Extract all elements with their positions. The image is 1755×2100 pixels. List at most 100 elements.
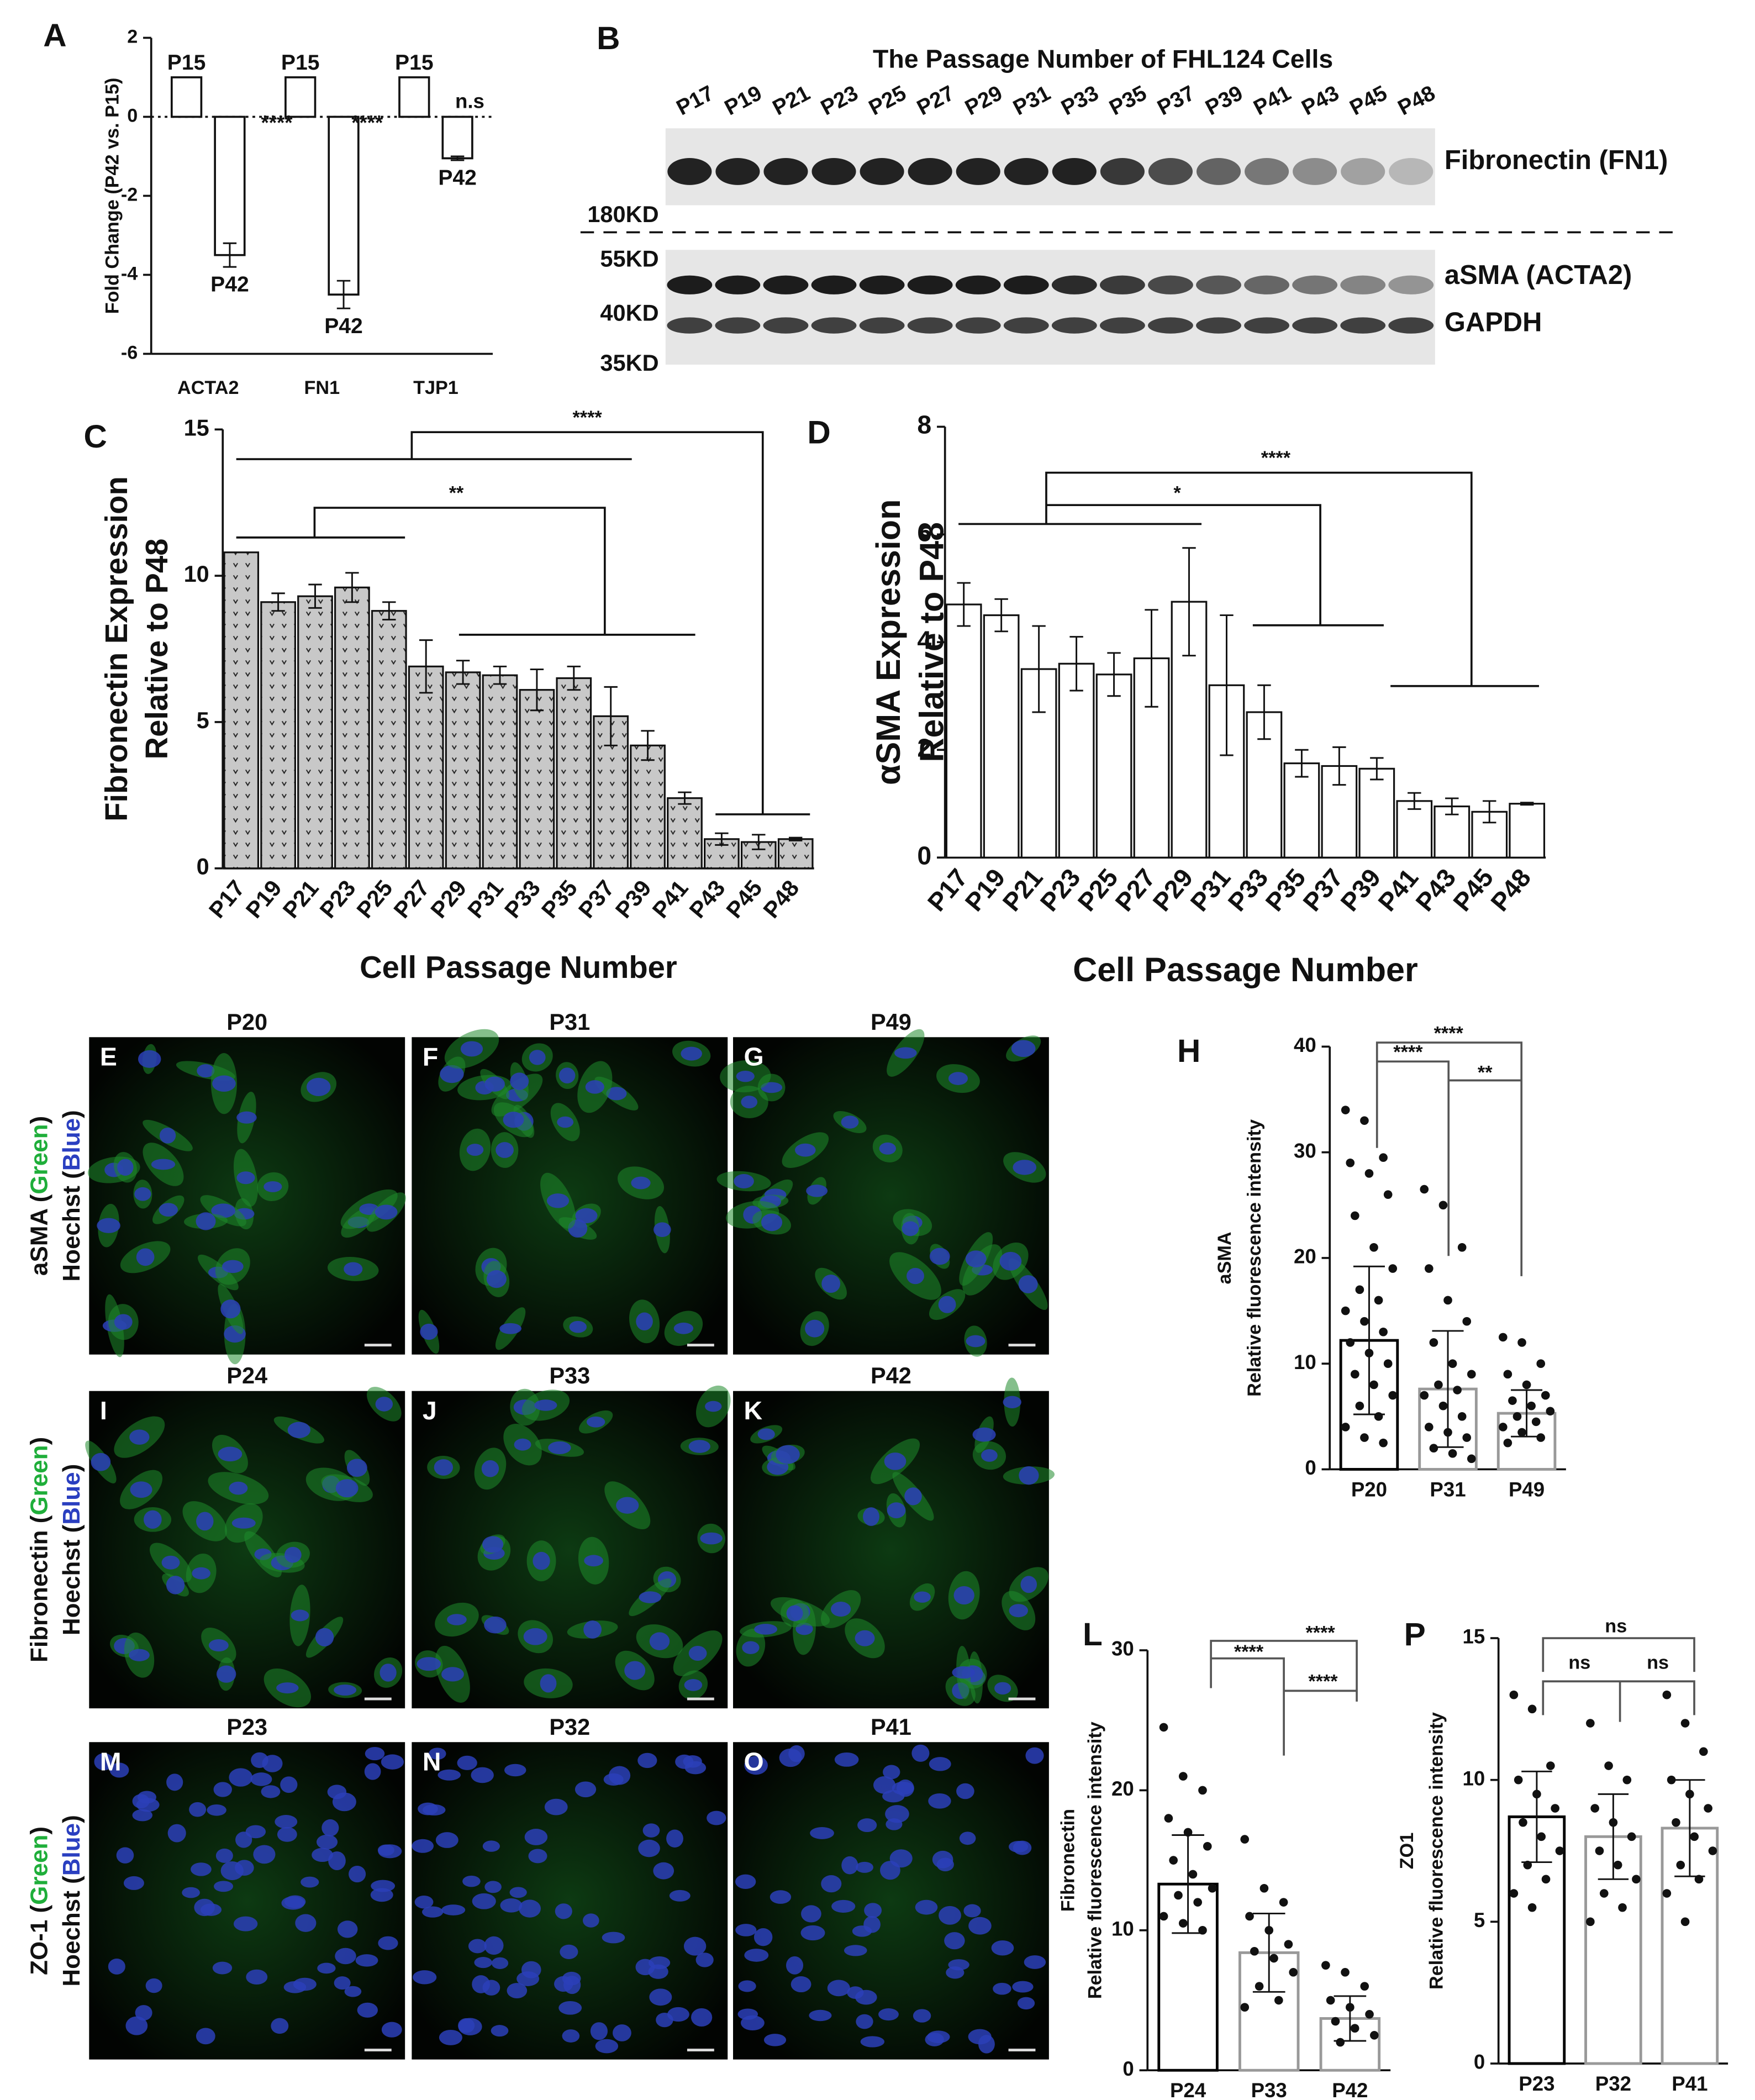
nucleus: [953, 1586, 974, 1605]
nucleus: [213, 1782, 232, 1797]
x-tick-label: P33: [499, 875, 546, 923]
data-point: [1517, 1428, 1526, 1437]
lane-label: P37: [1153, 81, 1199, 120]
blot-band: [1341, 157, 1385, 185]
nucleus: [123, 1876, 144, 1890]
data-point: [1159, 1912, 1168, 1921]
nucleus: [1018, 1275, 1038, 1293]
bar: [260, 601, 296, 870]
blot-band: [859, 275, 905, 294]
nucleus: [484, 1881, 502, 1893]
nucleus: [167, 1824, 186, 1843]
nucleus: [472, 1975, 490, 1993]
nucleus: [606, 1087, 627, 1101]
nucleus: [913, 2009, 931, 2023]
data-point: [1509, 1690, 1519, 1699]
y-tick-label: 2: [917, 734, 931, 762]
data-point: [1467, 1370, 1476, 1379]
y-axis-label: Relative fluorescence intensity: [1426, 1712, 1447, 1990]
nucleus: [575, 1208, 598, 1224]
lane-label: P39: [1201, 81, 1247, 120]
data-point: [1503, 1370, 1512, 1379]
nucleus: [519, 1899, 541, 1918]
nucleus: [616, 1497, 639, 1514]
nucleus: [1025, 1747, 1044, 1764]
bar: [1246, 711, 1283, 859]
nucleus: [474, 1957, 492, 1969]
blot-band: [1051, 317, 1097, 334]
row-label-part: ): [25, 1437, 52, 1445]
row-label-part: Blue: [58, 1118, 85, 1171]
y-tick-label: 0: [1474, 2051, 1485, 2073]
x-tick-label: P29: [425, 875, 472, 923]
blot-band: [1292, 275, 1338, 294]
nucleus: [753, 1928, 773, 1946]
blot-band: [1196, 157, 1241, 185]
bar-label: P15: [395, 51, 434, 75]
data-point: [1595, 1846, 1604, 1855]
nucleus: [841, 1115, 859, 1129]
nucleus: [284, 1895, 306, 1908]
row-label-part: aSMA (: [25, 1194, 52, 1276]
nucleus: [863, 1916, 881, 1933]
nucleus: [608, 1766, 631, 1785]
x-tick-label: P23: [314, 875, 361, 923]
lane-label: P35: [1105, 81, 1151, 120]
nucleus: [276, 1682, 299, 1694]
nucleus: [558, 2001, 582, 2015]
data-point: [1512, 1412, 1522, 1421]
nucleus: [422, 1906, 444, 1918]
bar: [408, 665, 444, 870]
data-point: [1174, 1891, 1183, 1900]
data-point: [1379, 1328, 1388, 1336]
nucleus: [691, 2008, 713, 2027]
nucleus: [884, 1452, 907, 1470]
nucleus: [1011, 1040, 1036, 1057]
nucleus: [639, 1591, 662, 1603]
marker-label: 180KD: [587, 201, 658, 227]
panel-letter: D: [807, 415, 830, 451]
row-label-part: ): [25, 1116, 52, 1124]
nucleus: [994, 1682, 1011, 1695]
bar: [334, 586, 370, 870]
panel-letter: B: [597, 20, 620, 56]
nucleus: [584, 1555, 603, 1567]
data-point: [1622, 1775, 1632, 1785]
y-tick-label: 10: [1294, 1351, 1316, 1373]
significance-bracket: [1375, 1041, 1523, 1276]
y-axis-label: Relative to P48: [913, 522, 950, 762]
data-point: [1360, 1317, 1369, 1326]
x-tick-label: P37: [573, 875, 619, 923]
nucleus: [429, 1748, 446, 1760]
nucleus: [166, 1773, 183, 1791]
data-point: [1438, 1201, 1448, 1210]
nucleus: [613, 2024, 631, 2041]
band-label: Fibronectin (FN1): [1445, 145, 1668, 175]
data-point: [1457, 1243, 1467, 1252]
y-tick-label: 20: [1111, 1777, 1134, 1800]
data-point: [1498, 1333, 1508, 1342]
nucleus: [744, 1949, 769, 1962]
y-tick-label: 20: [1294, 1245, 1316, 1268]
row-label-part: ): [58, 1464, 85, 1472]
data-point: [1462, 1433, 1472, 1442]
nucleus: [375, 1397, 393, 1412]
data-point: [1289, 1968, 1298, 1977]
nucleus: [220, 1299, 241, 1319]
blot-band: [715, 275, 761, 294]
nucleus: [586, 1416, 605, 1428]
y-tick-label: 10: [1462, 1767, 1485, 1790]
nucleus: [638, 1839, 660, 1857]
nucleus: [540, 1674, 557, 1693]
lane-label: P23: [817, 81, 862, 120]
nucleus: [575, 1781, 597, 1798]
x-tick-label: P35: [536, 875, 583, 923]
nucleus: [482, 1536, 504, 1553]
data-point: [1420, 1185, 1429, 1194]
nucleus: [885, 1805, 909, 1823]
data-point: [1672, 1818, 1680, 1827]
significance-label: ****: [1393, 1042, 1423, 1063]
blot-band: [1099, 317, 1145, 334]
nucleus: [738, 1980, 756, 1992]
nucleus: [735, 1924, 757, 1936]
